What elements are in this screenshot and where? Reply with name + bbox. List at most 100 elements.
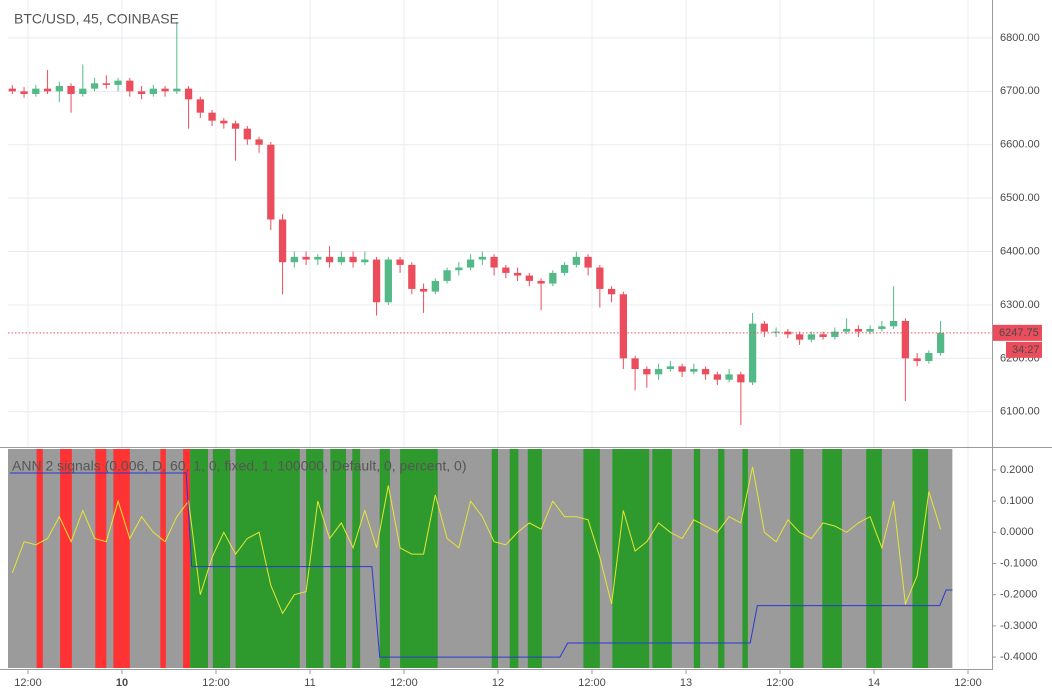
candle-body: [384, 259, 392, 303]
signal-zone: [822, 449, 842, 668]
x-tick-label: 12:00: [766, 677, 794, 689]
candle-body: [502, 267, 510, 273]
y-tick-label: 0.1000: [1000, 495, 1034, 507]
candle-body: [737, 374, 745, 383]
candle-body: [854, 328, 862, 332]
candle-body: [478, 256, 486, 260]
candle-body: [184, 88, 193, 100]
signal-zone: [866, 449, 882, 668]
candle-body: [936, 332, 945, 354]
signal-zone: [742, 449, 748, 668]
signal-zone: [790, 449, 804, 668]
candle-body: [455, 267, 463, 271]
signal-zone: [400, 449, 438, 668]
indicator-pane: 12:00 10 12:00 11 12:00 12 12:00 13 12:00 14 12:00…: [8, 449, 1037, 689]
candle-body: [831, 331, 839, 337]
signal-zone: [652, 449, 672, 668]
signal-zone: [60, 449, 72, 668]
x-tick-label: 12:00: [14, 677, 42, 689]
y-tick-label: -0.1000: [1000, 557, 1037, 569]
candle-body: [819, 334, 827, 337]
candle-body: [690, 369, 698, 372]
candle-body: [713, 374, 721, 380]
y-tick-label: 6800.00: [1000, 32, 1040, 44]
candle-body: [126, 80, 134, 92]
candle-body: [32, 88, 40, 94]
candle-body: [137, 91, 146, 94]
signal-zone: [491, 449, 499, 668]
candle-body: [149, 88, 157, 94]
candle-body: [760, 323, 768, 332]
candle-body: [784, 331, 792, 335]
y-tick-label: 6700.00: [1000, 85, 1040, 97]
candle-body: [349, 256, 357, 263]
x-tick-label: 12:00: [578, 677, 606, 689]
signal-zone: [583, 449, 600, 668]
candle-body: [513, 272, 522, 276]
signal-zone: [36, 449, 43, 668]
candle-body: [925, 353, 933, 362]
candle-body: [748, 323, 757, 383]
candle-body: [243, 128, 251, 140]
x-tick-label: 10: [116, 677, 128, 689]
signal-zone: [183, 449, 191, 668]
candle-body: [572, 256, 580, 265]
signal-zone: [190, 449, 208, 668]
price-pane: 6100.006200.006300.006400.006500.006600.…: [8, 0, 1040, 447]
candle-body: [889, 320, 898, 327]
x-tick-label: 11: [304, 677, 315, 689]
y-tick-label: 6500.00: [1000, 192, 1040, 204]
countdown-label: 34:27: [1012, 344, 1040, 356]
candle-body: [725, 374, 733, 380]
candle-body: [443, 270, 451, 281]
y-tick-label: 6300.00: [1000, 299, 1040, 311]
signal-zone: [330, 449, 347, 668]
x-tick-label: 14: [868, 677, 880, 689]
signal-zone: [509, 449, 519, 668]
y-tick-label: -0.3000: [1000, 620, 1037, 632]
y-tick-label: -0.2000: [1000, 589, 1037, 601]
signal-zone: [379, 449, 390, 668]
signal-zone: [693, 449, 701, 668]
candle-body: [325, 256, 334, 263]
x-tick-label: 13: [680, 677, 692, 689]
candle-body: [560, 264, 569, 273]
y-tick-label: -0.4000: [1000, 651, 1037, 663]
candle-body: [607, 288, 616, 295]
candle-body: [631, 358, 639, 370]
overlay: 6247.75 34:27 BTC/USD, 45, COINBASE: [14, 11, 1042, 358]
candle-body: [901, 320, 910, 359]
candle-body: [549, 272, 557, 284]
signal-zone: [235, 449, 300, 668]
candle-body: [619, 294, 627, 359]
candle-body: [67, 85, 75, 94]
candle-body: [208, 112, 216, 121]
candle-body: [361, 259, 369, 263]
signal-zone: [718, 449, 725, 668]
candle-body: [772, 331, 780, 333]
candle-body: [220, 120, 228, 124]
chart-title: BTC/USD, 45, COINBASE: [14, 11, 179, 27]
signal-background: [8, 449, 953, 668]
candle-body: [408, 264, 416, 289]
candle-body: [678, 366, 686, 372]
candle-body: [302, 256, 310, 260]
signal-zone: [527, 449, 542, 668]
candle-body: [55, 85, 63, 92]
candle-body: [196, 99, 204, 113]
candle-body: [643, 369, 651, 375]
indicator-title: ANN 2 signals (0.006, D, 60, 1, 0, fixed…: [12, 458, 466, 474]
candle-body: [842, 328, 851, 332]
y-tick-label: 0.2000: [1000, 464, 1034, 476]
candle-body: [255, 139, 263, 145]
candle-body: [278, 219, 287, 263]
candle-body: [161, 88, 169, 92]
candle-body: [596, 267, 604, 289]
signal-zone: [306, 449, 324, 668]
signal-zone: [352, 449, 361, 668]
candle-body: [90, 83, 99, 89]
countdown-box: [1006, 341, 1042, 358]
signal-zone: [95, 449, 107, 668]
indicator-line: [11, 466, 942, 615]
candle-body: [654, 369, 663, 375]
